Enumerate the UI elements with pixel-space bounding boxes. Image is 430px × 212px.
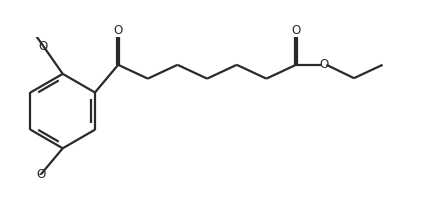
Text: O: O xyxy=(319,58,328,71)
Text: O: O xyxy=(114,24,123,38)
Text: O: O xyxy=(37,168,46,181)
Text: O: O xyxy=(292,24,301,38)
Text: O: O xyxy=(39,40,48,53)
